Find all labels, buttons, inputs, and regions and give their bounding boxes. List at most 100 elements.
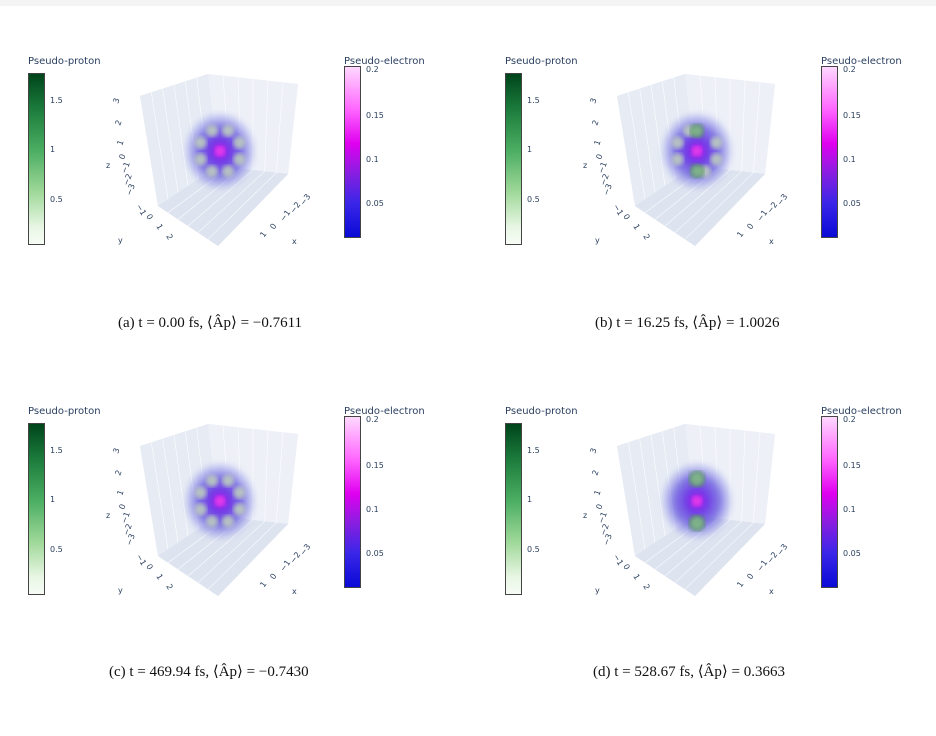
figure-panel-c: Pseudo-proton 1.5 1 0.5 Pseudo-electron 0.2 0.… [28,406,458,736]
z-axis-tick: −1 [119,161,131,175]
z-axis-tick: −2 [121,523,133,537]
proton-colorbar [505,73,522,245]
z-axis-tick: −2 [598,523,610,537]
proton-density-blobs [688,470,706,532]
y-axis-tick: 0 [144,213,154,222]
y-axis-tick: 1 [631,573,641,582]
electron-colorbar [821,416,838,588]
electron-colorbar-tick: 0.15 [843,461,861,470]
z-axis-tick: 2 [113,469,123,477]
electron-colorbar-title: Pseudo-electron [821,56,902,67]
figure-panel-d: Pseudo-proton 1.5 1 0.5 Pseudo-electron 0.2 0.… [505,406,935,736]
proton-colorbar-title: Pseudo-proton [28,56,101,67]
y-axis-tick: 0 [144,563,154,572]
y-axis-tick: 0 [621,563,631,572]
electron-colorbar-title: Pseudo-electron [821,406,902,417]
x-axis-label: x [292,587,297,596]
x-axis-tick: 1 [258,580,268,589]
z-axis-tick: −3 [601,533,613,547]
z-axis-tick: −3 [124,533,136,547]
x-axis-tick: 0 [745,222,755,231]
z-axis-tick: 0 [117,153,127,161]
z-axis-tick: 0 [594,153,604,161]
proton-colorbar-tick: 0.5 [50,195,63,204]
z-axis-tick: 3 [111,447,121,455]
electron-colorbar-tick: 0.1 [843,155,856,164]
subfigure-caption: (a) t = 0.00 fs, ⟨Âp⟩ = −0.7611 [118,315,303,331]
figure-panel-a: Pseudo-proton 1.5 1 0.5 Pseudo-electron 0.2 0.… [28,56,458,386]
x-axis-label: x [769,237,774,246]
proton-colorbar-tick: 1 [50,495,56,504]
y-axis-label: y [118,236,123,245]
proton-colorbar-title: Pseudo-proton [505,56,578,67]
y-axis-label: y [118,586,123,595]
electron-colorbar-tick: 0.2 [843,65,856,74]
y-axis-tick: 2 [641,233,651,242]
z-axis-tick: 0 [594,503,604,511]
z-axis-label: z [583,161,587,170]
x-axis-label: x [292,237,297,246]
top-bar [0,0,936,6]
subfigure-caption: (d) t = 528.67 fs, ⟨Âp⟩ = 0.3663 [593,664,785,680]
proton-colorbar-tick: 0.5 [527,545,540,554]
z-axis-tick: 3 [588,447,598,455]
electron-colorbar-tick: 0.2 [366,415,379,424]
z-axis-tick: 3 [588,97,598,105]
proton-colorbar-tick: 1 [527,145,533,154]
x-axis-tick: 0 [268,222,278,231]
proton-colorbar-tick: 1.5 [50,446,63,455]
z-axis-tick: 2 [590,119,600,127]
proton-colorbar [28,423,45,595]
subfigure-caption: (b) t = 16.25 fs, ⟨Âp⟩ = 1.0026 [595,315,780,331]
z-axis-tick: 1 [115,139,125,147]
proton-colorbar-title: Pseudo-proton [505,406,578,417]
z-axis-tick: 0 [117,503,127,511]
electron-colorbar-title: Pseudo-electron [344,406,425,417]
electron-colorbar-tick: 0.2 [366,65,379,74]
proton-density-blobs [194,474,246,528]
electron-colorbar-tick: 0.1 [843,505,856,514]
electron-colorbar-tick: 0.05 [843,549,861,558]
z-axis-label: z [106,161,110,170]
y-axis-tick: 2 [164,233,174,242]
y-axis-label: y [595,236,600,245]
z-axis-tick: 1 [592,489,602,497]
x-axis-label: x [769,587,774,596]
z-axis-tick: −2 [121,173,133,187]
z-axis-label: z [106,511,110,520]
electron-colorbar-title: Pseudo-electron [344,56,425,67]
proton-colorbar-tick: 1 [527,495,533,504]
proton-colorbar-tick: 1 [50,145,56,154]
electron-colorbar-tick: 0.15 [366,111,384,120]
y-axis-label: y [595,586,600,595]
electron-colorbar-tick: 0.1 [366,505,379,514]
proton-colorbar-tick: 0.5 [50,545,63,554]
z-axis-tick: 1 [115,489,125,497]
z-axis-tick: −1 [596,161,608,175]
electron-colorbar [344,416,361,588]
z-axis-tick: −1 [119,511,131,525]
z-axis-label: z [583,511,587,520]
y-axis-tick: 2 [641,583,651,592]
z-axis-tick: −2 [598,173,610,187]
proton-colorbar-tick: 1.5 [527,96,540,105]
x-axis-tick: 1 [258,230,268,239]
x-axis-tick: 1 [735,230,745,239]
x-axis-tick: 0 [745,572,755,581]
proton-density-blobs [194,124,246,178]
electron-colorbar [344,66,361,238]
electron-colorbar-tick: 0.05 [366,549,384,558]
z-axis-tick: −3 [601,183,613,197]
proton-density-blobs [671,123,723,179]
subfigure-caption: (c) t = 469.94 fs, ⟨Âp⟩ = −0.7430 [109,664,309,680]
electron-colorbar [821,66,838,238]
electron-colorbar-tick: 0.15 [843,111,861,120]
z-axis-tick: 3 [111,97,121,105]
y-axis-tick: 1 [631,223,641,232]
z-axis-tick: −1 [596,511,608,525]
electron-colorbar-tick: 0.05 [366,199,384,208]
